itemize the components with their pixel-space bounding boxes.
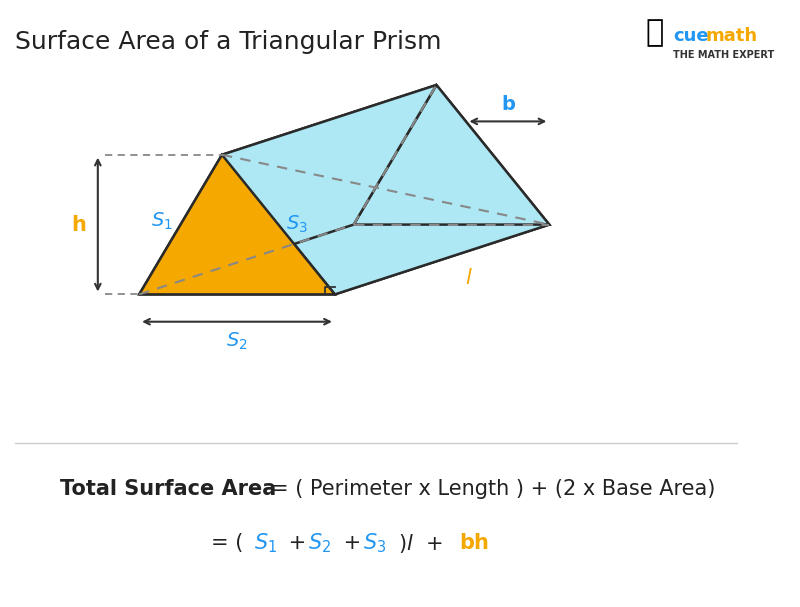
Polygon shape xyxy=(139,155,335,294)
Text: +: + xyxy=(282,534,313,553)
Text: THE MATH EXPERT: THE MATH EXPERT xyxy=(674,50,774,59)
Text: b: b xyxy=(501,95,515,114)
Text: $S_3$: $S_3$ xyxy=(363,532,386,555)
Polygon shape xyxy=(139,225,550,294)
Text: math: math xyxy=(705,27,757,46)
Text: = ( Perimeter x Length ) + (2 x Base Area): = ( Perimeter x Length ) + (2 x Base Are… xyxy=(271,479,715,498)
Text: = (: = ( xyxy=(210,534,250,553)
Text: 🚀: 🚀 xyxy=(646,18,664,47)
Text: cue: cue xyxy=(674,27,709,46)
Text: Surface Area of a Triangular Prism: Surface Area of a Triangular Prism xyxy=(15,30,442,55)
Text: )$l$  +: )$l$ + xyxy=(392,532,452,555)
Polygon shape xyxy=(222,85,550,294)
Text: Total Surface Area: Total Surface Area xyxy=(60,479,277,498)
Text: bh: bh xyxy=(459,534,489,553)
Text: $l$: $l$ xyxy=(465,268,472,288)
Polygon shape xyxy=(354,85,550,225)
Text: $S_1$: $S_1$ xyxy=(254,532,277,555)
Text: h: h xyxy=(71,215,86,234)
Text: $S_2$: $S_2$ xyxy=(309,532,332,555)
Text: $S_2$: $S_2$ xyxy=(226,330,248,352)
Text: $S_1$: $S_1$ xyxy=(151,211,173,232)
Polygon shape xyxy=(139,85,437,294)
Text: $S_3$: $S_3$ xyxy=(286,214,308,236)
Text: +: + xyxy=(337,534,368,553)
